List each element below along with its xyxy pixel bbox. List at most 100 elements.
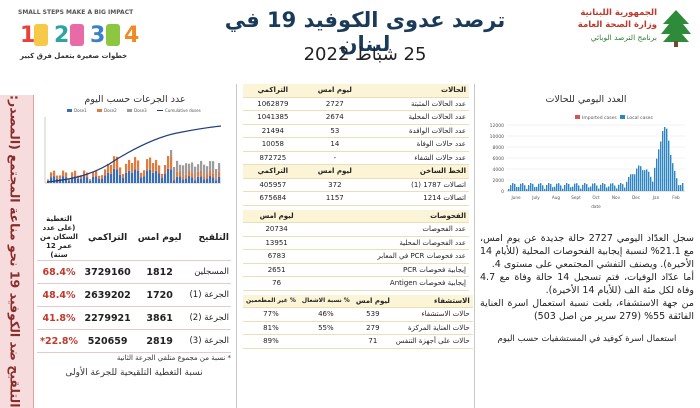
daily-bar [652,181,654,191]
hospital-header-label: الاستشفاء [392,294,473,308]
hospital-row: حالات العناية المركزة 279 55% 81% [243,321,473,335]
daily-bar [540,183,542,191]
daily-bar [562,188,564,191]
vac-row-total: 2639202 [81,283,135,307]
vaccine-bar [212,161,215,174]
tests-row-today: 6783 [243,249,311,264]
vaccine-bar [116,169,119,183]
vaccine-bar [92,176,95,183]
hospital-row-unvaccinated: 81% [243,321,299,335]
daily-chart: Imported cases Local cases 12000 10000 8… [480,107,692,219]
stats-row: عدد الحالات المحلية 2674 1041385 [243,110,469,125]
daily-bar [528,185,530,191]
vaccine-bar [206,174,209,179]
column-divider [236,84,237,408]
vaccine-bar [194,180,197,183]
vaccine-bar [113,168,116,183]
y-tick: 8000 [493,145,505,151]
daily-bar [544,188,546,191]
vaccine-bar [86,177,89,183]
daily-bar [612,183,614,191]
daily-bar [516,186,518,191]
hospital-row-label: حالات على أجهزة التنفس [392,334,473,349]
vaccine-bar [155,170,158,183]
daily-bar [518,186,520,191]
daily-bar [520,183,522,191]
legend-cumulative: Cumulative doses [165,108,201,113]
stats-row-total: 21494 [243,124,303,138]
vaccine-bar [80,175,83,179]
vaccine-bar [71,172,74,178]
vaccine-bar [179,164,182,171]
vaccine-bar [143,170,146,177]
daily-bar [600,184,602,191]
vaccine-bar [83,176,86,183]
side-banner: التلقيح ضد الكوفيد 19 نحو مناعة المجتمع … [0,95,34,408]
vaccine-bar [194,178,197,181]
vaccine-bar [128,170,131,183]
vaccine-bar [110,173,113,183]
cumulative-line [46,125,222,183]
daily-bar [564,184,566,191]
vaccine-bar [80,178,83,183]
daily-bar [522,183,524,191]
hotline-header: الخط الساخن ليوم امس التراكمي [243,164,469,179]
stats-row: عدد الحالات الوافدة 53 21494 [243,124,469,138]
vaccine-bar [173,166,176,179]
tests-row-label: عدد الفحوصات المحلية [310,236,469,250]
y-tick: 10000 [490,134,504,140]
vaccine-bar [188,176,191,183]
stats-row-total: 872725 [243,151,303,165]
daily-bar [524,185,526,191]
legend-dose1: Dose1 [74,108,87,113]
daily-bar [530,183,532,191]
vac-header-coverage: التغطية (على عدد السكان من عمر 12 سنة) [37,215,81,261]
vaccine-bar [122,173,125,179]
hotline-header-today: ليوم امس [302,164,367,179]
vaccine-bar [125,163,128,173]
campaign-slogan-ar: خطوات صغيرة بتعمل فرق كبير [20,52,128,60]
vac-header-label: التلقيح [184,215,231,261]
y-tick: 4000 [493,167,505,173]
vaccine-bar [161,178,164,183]
vaccine-table: التلقيح ليوم امس التراكمي التغطية (على ع… [37,215,231,378]
page-title: ترصد عدوى الكوفيد 19 في لبنان [224,8,506,56]
hospital-row-today: 71 [352,334,393,349]
x-tick: Sept [571,195,581,200]
stats-panel: الحالات ليوم امس التراكمي عدد الحالات ال… [243,84,473,349]
vac-row-coverage: 22.8%* [37,329,81,353]
daily-bar [616,188,618,191]
stats-row-today: - [302,151,367,165]
stats-row-today: 2727 [302,97,367,111]
vac-row-coverage: 41.8% [37,306,81,330]
vaccine-bar [167,168,170,183]
vaccine-bar [206,178,209,183]
vaccine-bar [119,167,122,175]
stats-row-today: 14 [302,137,367,152]
vaccine-bar [50,172,53,178]
daily-bar [656,158,658,191]
daily-bar [554,186,556,191]
vaccine-bar [176,160,179,172]
hospital-row-label: حالات العناية المركزة [392,321,473,335]
hotline-row: اتصالات 1214 1157 675684 [243,191,469,206]
vac-row-coverage: 48.4% [37,283,81,307]
vaccine-bar [203,164,206,177]
vaccine-bar [107,172,110,183]
daily-bar [644,170,646,191]
vac-bottom-note: نسبة التغطية التلقيحية للجرعة الأولى [65,368,203,378]
daily-bar [670,155,672,191]
tests-header-today: ليوم امس [243,209,311,223]
vac-header-total: التراكمي [81,215,135,261]
daily-bar [566,183,568,191]
vac-row: الجرعة (2) 3861 2279921 41.8% [37,306,231,330]
vaccine-bar [185,163,188,175]
vaccine-bar [71,177,74,183]
vac-header-today: ليوم امس [134,215,185,261]
hotline-header-label: الخط الساخن [367,164,469,179]
daily-bar [572,186,574,191]
vaccine-bar [206,166,209,175]
daily-bar [636,168,638,191]
vaccine-bar [74,176,77,183]
daily-bar [666,128,668,191]
